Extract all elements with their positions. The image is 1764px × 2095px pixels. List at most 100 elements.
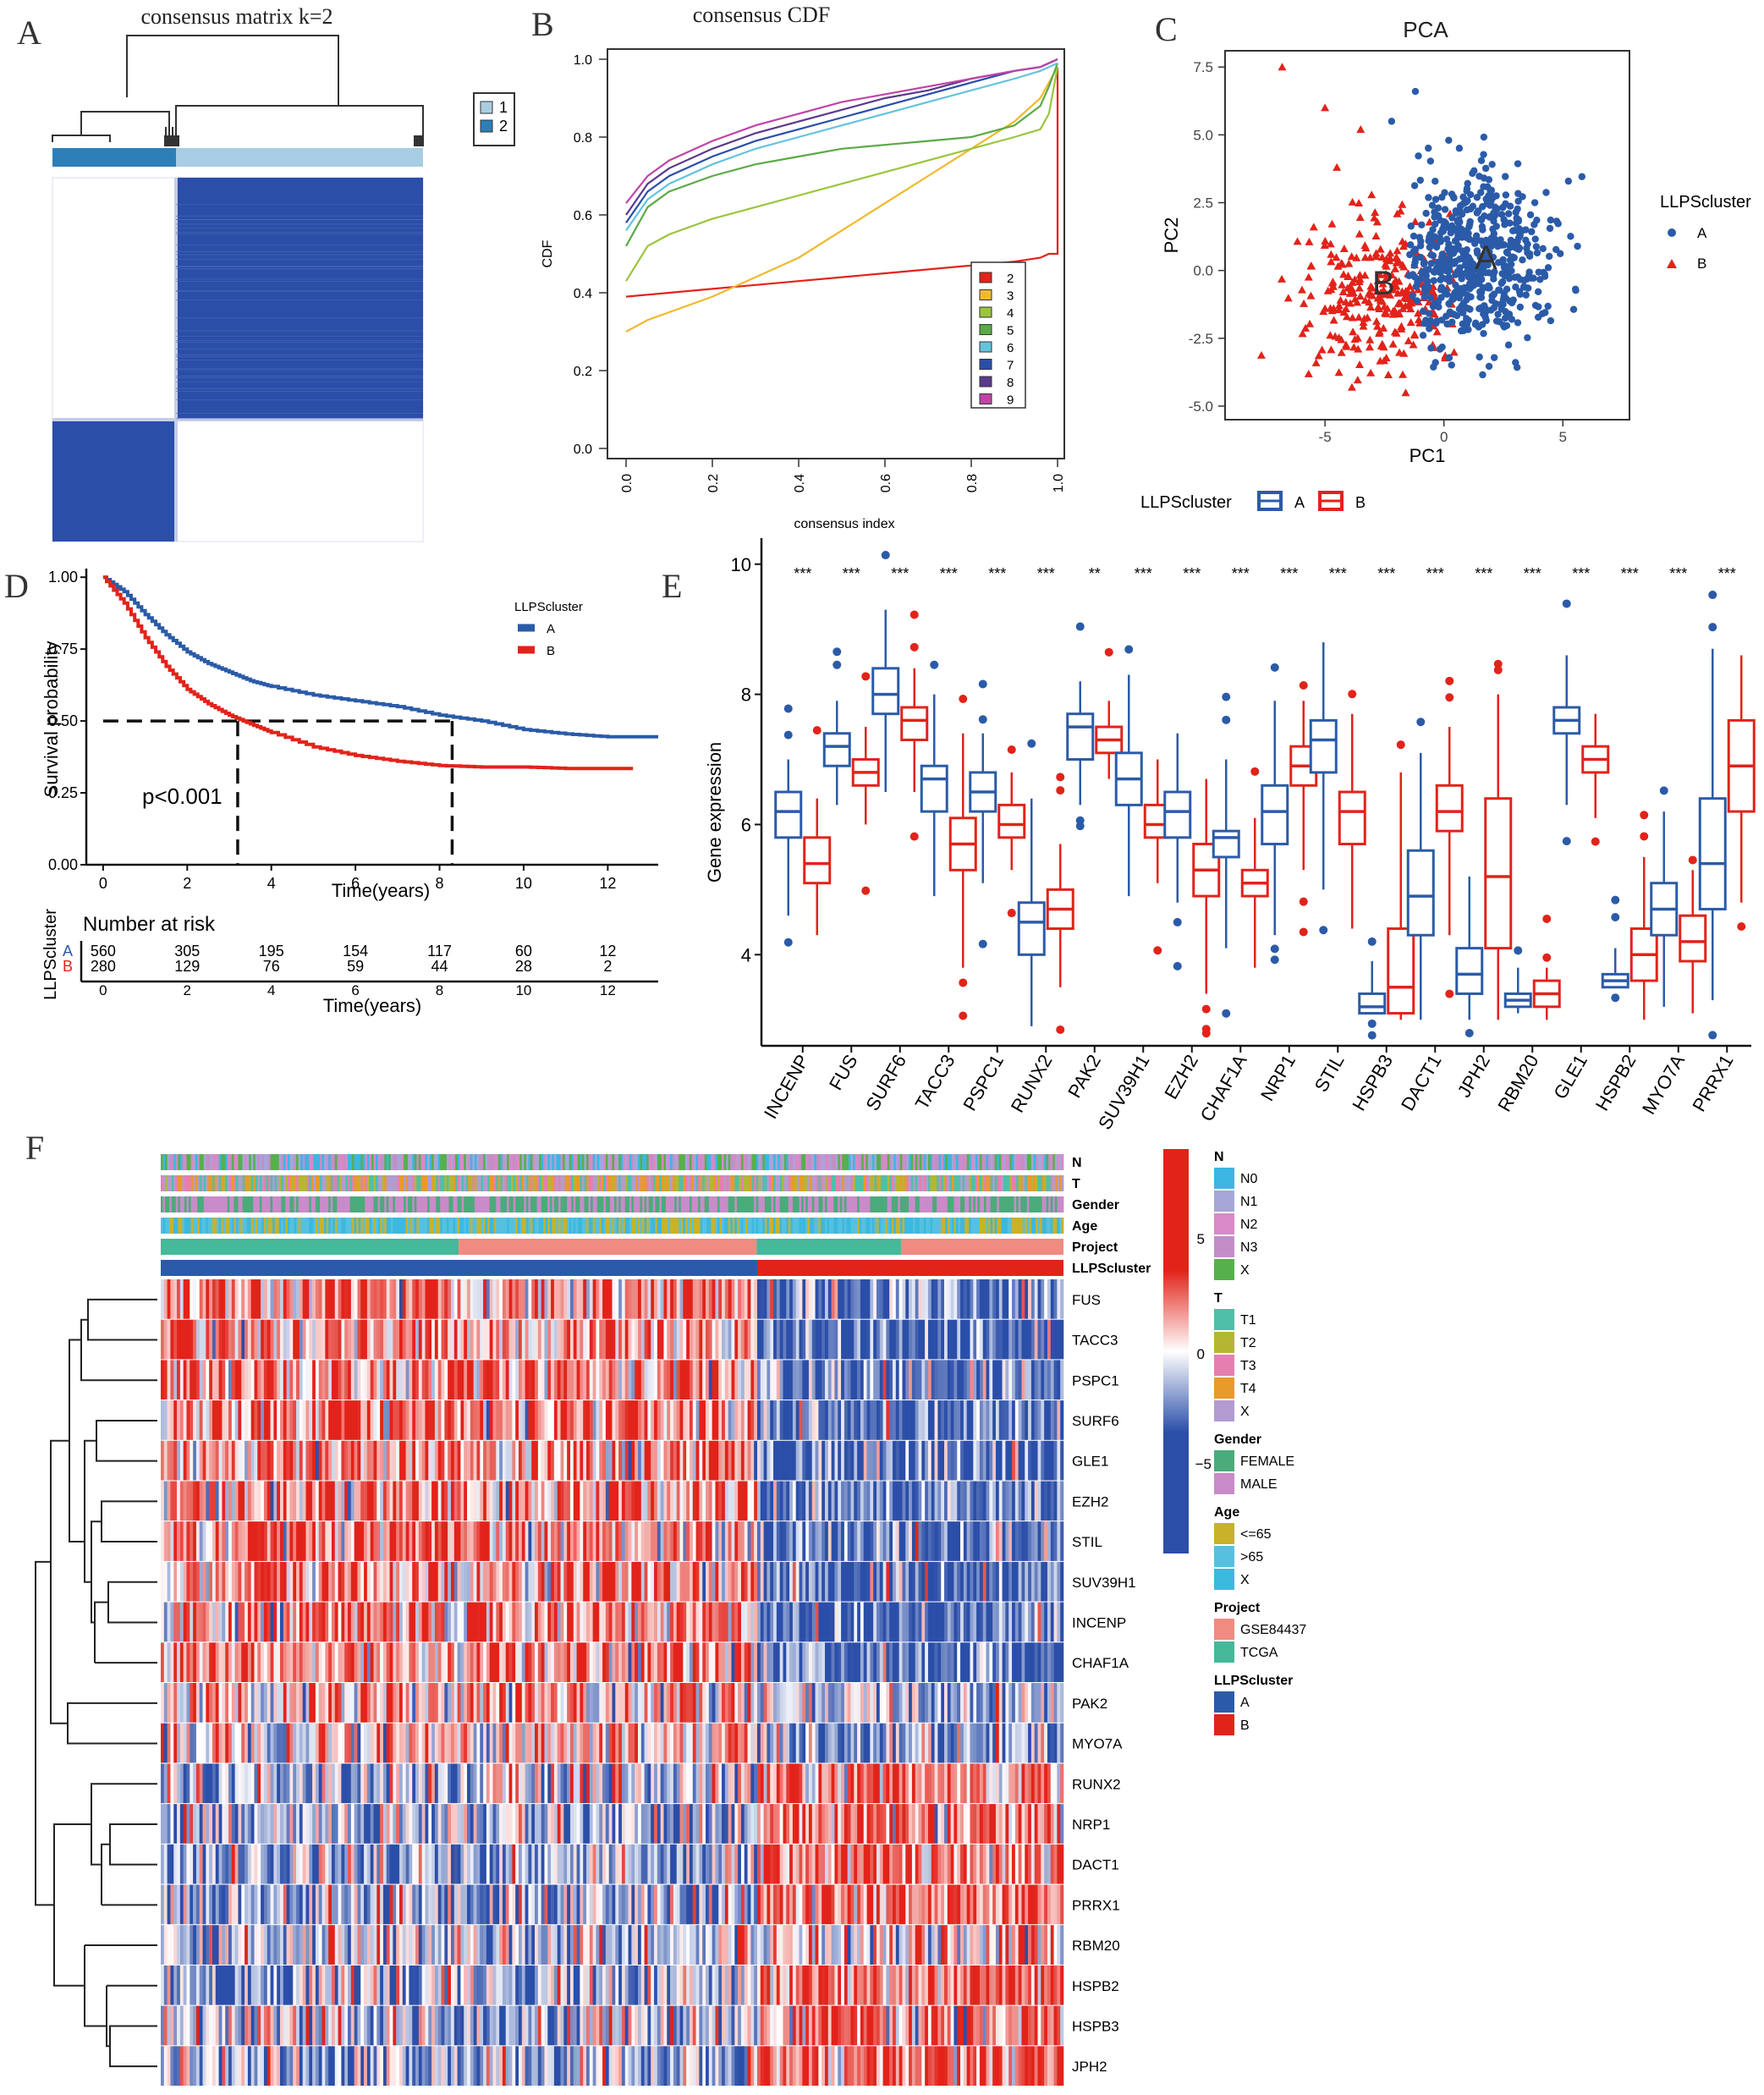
annotation-cell: [343, 1154, 346, 1170]
annotation-cell: [977, 1218, 981, 1234]
heatmap-cell: [234, 1481, 239, 1521]
heatmap-cell: [576, 1319, 580, 1360]
heatmap-cell: [992, 1440, 997, 1481]
heatmap-cell: [283, 1279, 287, 1319]
heatmap-cell: [818, 1319, 822, 1360]
heatmap-cell: [963, 1481, 967, 1521]
annotation-cell: [909, 1154, 912, 1170]
heatmap-cell: [431, 1279, 436, 1319]
heatmap-cell: [231, 1360, 235, 1400]
annotation-cell: [182, 1175, 185, 1191]
box-outlier-A: [1611, 993, 1620, 1003]
heatmap-cell: [283, 1521, 287, 1561]
heatmap-cell: [238, 1319, 242, 1360]
heatmap-cell: [331, 1521, 336, 1561]
annotation-cell: [285, 1196, 289, 1212]
annotation-cell: [328, 1196, 332, 1212]
heatmap-cell: [364, 1279, 368, 1319]
heatmap-cell: [789, 1319, 794, 1360]
heatmap-cell: [802, 1319, 806, 1360]
heatmap-cell: [1047, 1440, 1052, 1481]
heatmap-cell: [673, 1481, 678, 1521]
heatmap-cell: [254, 1440, 258, 1481]
annotation-cell: [543, 1154, 547, 1170]
annotation-cell: [816, 1196, 819, 1212]
annotation-cell: [754, 1218, 757, 1234]
heatmap-cell: [783, 1279, 787, 1319]
annotation-cell: [450, 1196, 453, 1212]
pca-point-b: [1405, 282, 1415, 290]
annotation-cell: [580, 1154, 583, 1170]
heatmap-cell: [970, 1481, 974, 1521]
annotation-cell: [416, 1175, 420, 1191]
annotation-cell: [937, 1218, 940, 1234]
heatmap-cell: [973, 1319, 977, 1360]
heatmap-cell: [731, 1440, 735, 1481]
annotation-cell: [173, 1218, 177, 1234]
annotation-cell: [1050, 1196, 1053, 1212]
heatmap-cell: [386, 1400, 390, 1440]
annotation-cell: [876, 1175, 879, 1191]
heatmap-cell: [876, 1279, 881, 1319]
heatmap-cell: [293, 1360, 297, 1400]
pca-ytick-label: 2.5: [1193, 195, 1213, 212]
heatmap-cell: [1047, 1400, 1052, 1440]
heatmap-cell: [261, 1319, 265, 1360]
pca-point-a: [1421, 293, 1428, 300]
box-outlier-B: [1056, 786, 1065, 795]
heatmap-cell: [328, 1319, 332, 1360]
heatmap-cell: [544, 1279, 548, 1319]
heatmap-cell: [325, 1400, 329, 1440]
annotation-cell: [266, 1218, 269, 1234]
annotation-cell: [739, 1218, 742, 1234]
box-body-A: [774, 790, 803, 839]
annotation-cell: [893, 1196, 897, 1212]
annotation-cell: [722, 1175, 725, 1191]
cdf-legend-label: 3: [1007, 289, 1014, 304]
heatmap-cell: [409, 1360, 413, 1400]
annotation-cell: [571, 1154, 574, 1170]
heatmap-cell: [167, 1481, 171, 1521]
annotation-cell: [788, 1218, 791, 1234]
annotation-cell: [651, 1218, 654, 1234]
annotation-cell: [913, 1154, 916, 1170]
heatmap-cell: [1018, 1440, 1022, 1481]
annotation-cell: [427, 1218, 430, 1234]
heatmap-cell: [537, 1360, 541, 1400]
annotation-cell: [891, 1218, 894, 1234]
heatmap-cell: [537, 1481, 541, 1521]
pca-point-b: [1342, 312, 1351, 321]
heatmap-cell: [518, 1481, 523, 1521]
annotation-cell: [723, 1196, 727, 1212]
heatmap-cell: [783, 1400, 787, 1440]
heatmap-cell: [695, 1521, 700, 1561]
annotation-cell: [882, 1196, 886, 1212]
pca-point-a: [1459, 251, 1468, 259]
heatmap-cell: [318, 1319, 322, 1360]
annotation-cell: [1012, 1196, 1014, 1212]
heatmap-cell: [376, 1521, 381, 1561]
heatmap-cell: [360, 1279, 365, 1319]
heatmap-cell: [827, 1279, 832, 1319]
heatmap-cell: [551, 1481, 555, 1521]
annotation-cell: [820, 1154, 823, 1170]
annotation-cell: [306, 1196, 310, 1212]
heatmap-cell: [854, 1481, 858, 1521]
annotation-cell: [910, 1218, 914, 1234]
annotation-cell: [723, 1218, 727, 1234]
heatmap-cell: [979, 1360, 984, 1400]
heatmap-cell: [651, 1279, 655, 1319]
heatmap-cell: [254, 1319, 258, 1360]
annotation-cell: [493, 1175, 497, 1191]
annotation-cell: [1033, 1175, 1036, 1191]
annotation-cell: [321, 1175, 325, 1191]
heatmap-cell: [161, 1279, 165, 1319]
annotation-cell: [960, 1196, 963, 1212]
heatmap-cell: [718, 1360, 723, 1400]
pca-point-a: [1472, 319, 1480, 327]
annotation-cell: [349, 1154, 353, 1170]
annotation-cell: [334, 1154, 338, 1170]
annotation-cell: [474, 1154, 477, 1170]
heatmap-cell: [989, 1279, 993, 1319]
annotation-cell: [947, 1154, 950, 1170]
